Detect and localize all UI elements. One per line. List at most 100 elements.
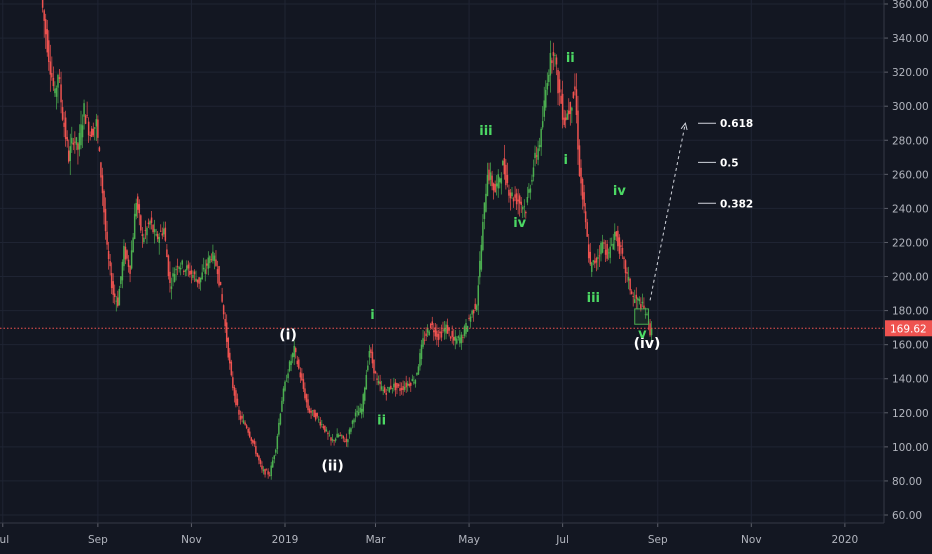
candle-body [563, 117, 565, 125]
candle-body [281, 400, 283, 412]
candle-body [293, 345, 295, 357]
candle-body [310, 410, 312, 413]
candle-body [451, 331, 453, 338]
candle-body [95, 119, 98, 127]
candle-body [324, 425, 326, 432]
candle-body [314, 412, 317, 420]
wave-label: iv [613, 184, 626, 199]
candle-body [437, 333, 440, 341]
candle-body [552, 52, 555, 56]
candle-body [587, 244, 590, 259]
candle-body [341, 434, 343, 436]
candle-body [377, 381, 380, 384]
candle-body [202, 267, 205, 270]
candle-body [198, 277, 200, 284]
candle-body [624, 260, 627, 274]
candle-body [153, 229, 156, 233]
candle-body [356, 410, 358, 413]
candle-body [394, 382, 397, 391]
candle-body [160, 230, 162, 232]
candle-body [403, 386, 406, 390]
candle-body [396, 383, 398, 388]
candle-body [161, 233, 164, 236]
candle-body [474, 303, 476, 310]
candle-body [497, 174, 499, 189]
candle-body [528, 189, 530, 193]
candle-body [218, 266, 220, 286]
candle-body [199, 277, 202, 283]
candle-body [136, 196, 139, 210]
candle-body [107, 251, 110, 260]
candle-body [124, 246, 127, 260]
candle-body [448, 327, 450, 331]
candle-body [183, 271, 185, 272]
candle-body [175, 268, 177, 271]
candle-body [97, 119, 99, 138]
y-tick-label: 200.00 [892, 272, 929, 284]
candle-body [242, 420, 245, 424]
x-tick-label: 2020 [832, 534, 859, 546]
candle-body [267, 471, 269, 475]
wave-label: ii [377, 414, 386, 429]
candle-body [621, 247, 624, 254]
candle-body [614, 231, 616, 241]
candle-body [330, 437, 332, 441]
candle-body [229, 352, 231, 364]
y-tick-label: 360.00 [892, 0, 929, 11]
candle-body [327, 432, 329, 435]
candle-body [304, 388, 306, 399]
candle-body [486, 175, 489, 197]
candle-body [163, 228, 165, 235]
candles [41, 0, 653, 480]
candle-body [442, 329, 444, 331]
candle-body [278, 422, 280, 435]
candle-body [143, 237, 145, 243]
candle-body [230, 361, 233, 376]
candle-body [500, 178, 503, 184]
candle-body [127, 259, 130, 267]
candle-body [603, 242, 605, 244]
candle-body [402, 386, 404, 391]
candle-body [239, 415, 242, 420]
candle-body [426, 328, 429, 333]
candle-body [462, 336, 464, 338]
y-tick-label: 260.00 [892, 169, 929, 181]
candle-body [584, 211, 587, 223]
candle-body [64, 117, 67, 140]
candle-body [57, 74, 59, 88]
candle-body [347, 439, 349, 443]
candle-body [508, 189, 510, 196]
candle-body [52, 77, 55, 87]
candle-body [459, 337, 461, 344]
y-tick-label: 340.00 [892, 33, 929, 45]
candle-body [597, 257, 599, 259]
candle-body [130, 250, 133, 269]
candle-body [376, 378, 378, 380]
candle-body [529, 188, 532, 193]
candle-body [554, 55, 556, 57]
candle-body [353, 419, 355, 423]
candle-body [480, 244, 483, 270]
candle-body [67, 150, 70, 162]
candle-body [80, 124, 82, 146]
wave-label: iv [513, 216, 526, 231]
candle-body [342, 435, 345, 439]
candle-body [118, 289, 121, 306]
candle-body [268, 475, 271, 477]
candle-body [117, 297, 119, 306]
candle-body [307, 399, 309, 411]
candle-body [170, 286, 173, 289]
candle-body [141, 234, 144, 237]
candle-body [491, 175, 493, 187]
candle-body [193, 271, 196, 275]
candle-body [176, 266, 179, 268]
candle-body [512, 198, 515, 202]
candle-body [92, 128, 95, 136]
candle-body [152, 224, 154, 233]
candle-body [557, 69, 559, 94]
candle-body [222, 305, 225, 315]
candle-body [538, 145, 541, 147]
